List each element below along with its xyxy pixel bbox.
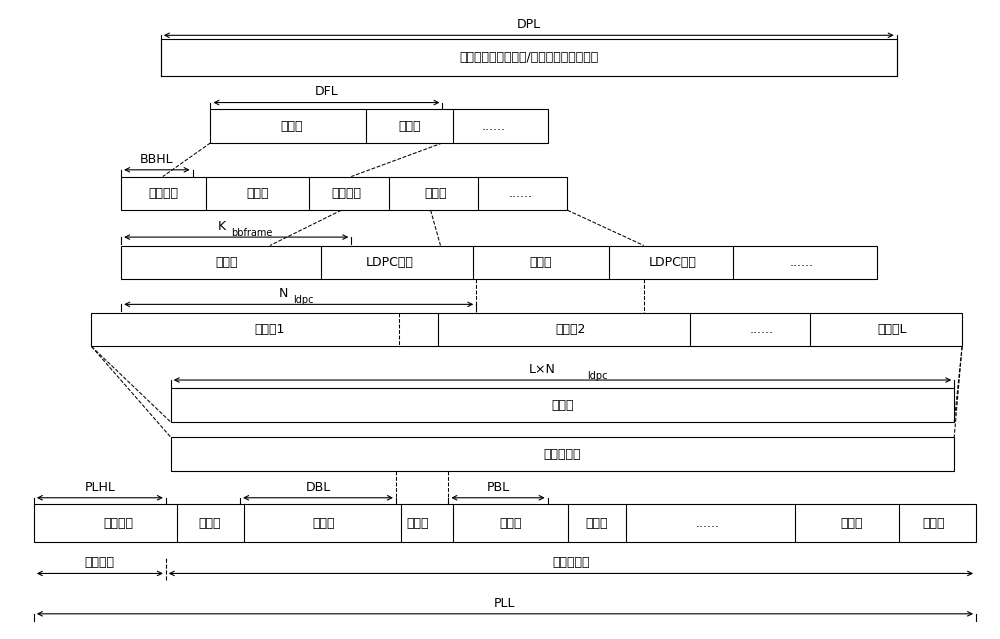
Text: 导频块: 导频块 — [922, 517, 945, 530]
Bar — [121, 176, 567, 210]
Text: 数据域: 数据域 — [280, 119, 303, 133]
Text: LDPC校验: LDPC校验 — [366, 256, 413, 269]
Text: 物理帧: 物理帧 — [551, 399, 574, 412]
Text: ......: ...... — [750, 323, 774, 336]
Text: K: K — [217, 220, 225, 233]
Text: DFL: DFL — [315, 86, 338, 98]
Text: 物理帧交织: 物理帧交织 — [544, 447, 581, 461]
Text: PLL: PLL — [494, 597, 516, 610]
Text: 下行卫星载荷数据包/上行站控业务数据包: 下行卫星载荷数据包/上行站控业务数据包 — [459, 50, 598, 64]
Text: 导频块: 导频块 — [585, 517, 608, 530]
Text: L×N: L×N — [529, 363, 556, 376]
Text: N: N — [279, 287, 289, 300]
Text: ......: ...... — [482, 119, 506, 133]
Bar — [34, 505, 976, 543]
Text: ......: ...... — [696, 517, 720, 530]
Text: 物理帧头: 物理帧头 — [104, 517, 134, 530]
Text: 数据块: 数据块 — [840, 517, 863, 530]
Text: ......: ...... — [789, 256, 813, 269]
Text: 数据域: 数据域 — [425, 187, 447, 200]
Text: 导频块: 导频块 — [406, 517, 429, 530]
Bar — [91, 312, 962, 346]
Text: 加扰复位: 加扰复位 — [85, 556, 115, 569]
Text: 编码帧2: 编码帧2 — [555, 323, 585, 336]
Text: bbframe: bbframe — [231, 228, 273, 238]
Bar — [171, 437, 954, 471]
Text: 基带帧头: 基带帧头 — [332, 187, 362, 200]
Text: DBL: DBL — [305, 481, 331, 493]
Text: 数据域: 数据域 — [398, 119, 421, 133]
Text: 物理帧加扰: 物理帧加扰 — [552, 556, 590, 569]
Text: LDPC校验: LDPC校验 — [649, 256, 697, 269]
Text: PBL: PBL — [486, 481, 510, 493]
Text: 基带帧头: 基带帧头 — [149, 187, 179, 200]
Text: BBHL: BBHL — [140, 153, 174, 166]
Text: ldpc: ldpc — [587, 371, 608, 381]
Text: 导频块: 导频块 — [199, 517, 221, 530]
Text: 基带帧: 基带帧 — [529, 256, 552, 269]
Text: 编码帧1: 编码帧1 — [255, 323, 285, 336]
Bar — [161, 38, 897, 75]
Text: ......: ...... — [509, 187, 533, 200]
Bar — [171, 389, 954, 422]
Text: 编码帧L: 编码帧L — [878, 323, 907, 336]
Text: 数据域: 数据域 — [246, 187, 269, 200]
Bar — [210, 109, 548, 143]
Text: ldpc: ldpc — [293, 295, 313, 305]
Text: DPL: DPL — [517, 18, 541, 31]
Bar — [121, 245, 877, 279]
Text: 基带帧: 基带帧 — [216, 256, 238, 269]
Text: 数据块: 数据块 — [499, 517, 522, 530]
Text: PLHL: PLHL — [84, 481, 115, 493]
Text: 数据块: 数据块 — [313, 517, 335, 530]
